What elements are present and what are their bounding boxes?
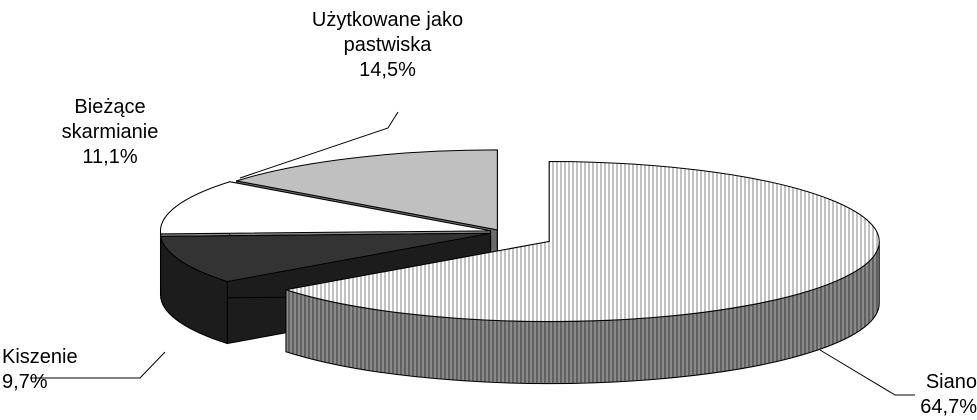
value-label: 64,7% xyxy=(920,396,977,418)
value-label: 14,5% xyxy=(359,59,416,81)
category-label: Siano xyxy=(925,371,977,393)
slice-label: Kiszenie 9,7% xyxy=(2,345,122,395)
category-label: Bieżące skarmianie xyxy=(61,96,159,143)
leader-line xyxy=(30,351,166,379)
value-label: 11,1% xyxy=(82,146,138,168)
slice-label: Siano 64,7% xyxy=(860,370,977,420)
slice xyxy=(159,181,491,235)
slice-label: Użytkowane jako pastwiska 14,5% xyxy=(275,8,500,83)
leader-line xyxy=(819,349,915,396)
leader-line xyxy=(239,111,399,179)
slice-label: Bieżące skarmianie 11,1% xyxy=(30,95,190,170)
slice xyxy=(160,232,491,283)
slice xyxy=(236,149,498,231)
category-label: Użytkowane jako pastwiska xyxy=(311,9,464,56)
category-label: Kiszenie xyxy=(2,346,78,368)
value-label: 9,7% xyxy=(2,371,48,393)
slice xyxy=(285,161,880,323)
